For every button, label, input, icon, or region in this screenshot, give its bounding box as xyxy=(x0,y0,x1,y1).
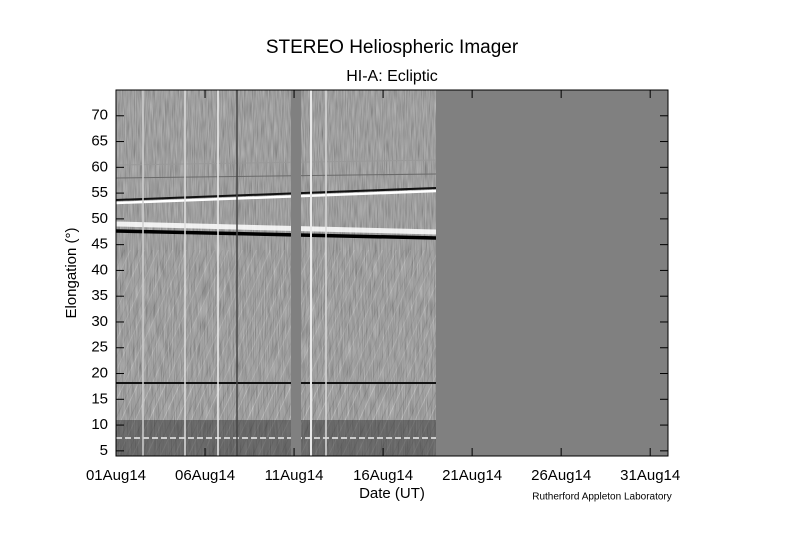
x-tick-label: 21Aug14 xyxy=(442,467,502,484)
x-tick-label: 11Aug14 xyxy=(265,467,324,484)
credit: Rutherford Appleton Laboratory xyxy=(532,492,672,503)
y-tick-label: 40 xyxy=(91,261,108,278)
image-data xyxy=(116,90,436,456)
x-tick-label: 16Aug14 xyxy=(353,467,413,484)
y-tick-label: 70 xyxy=(91,107,108,124)
y-tick-label: 20 xyxy=(91,364,108,381)
y-tick-label: 5 xyxy=(100,442,108,459)
chart-subtitle: HI-A: Ecliptic xyxy=(346,68,438,85)
chart-title: STEREO Heliospheric Imager xyxy=(266,37,519,58)
y-tick-label: 65 xyxy=(91,133,108,150)
plot-frame xyxy=(115,89,669,457)
y-tick-label: 60 xyxy=(91,158,108,175)
x-tick-label: 26Aug14 xyxy=(531,467,591,484)
x-tick-label: 01Aug14 xyxy=(86,467,146,484)
y-tick-label: 15 xyxy=(91,390,108,407)
y-axis-label: Elongation (°) xyxy=(63,227,80,318)
x-tick-label: 31Aug14 xyxy=(620,467,680,484)
y-tick-label: 50 xyxy=(91,210,108,227)
y-tick-label: 55 xyxy=(91,184,108,201)
y-tick-label: 25 xyxy=(91,339,108,356)
y-tick-label: 35 xyxy=(91,287,108,304)
y-tick-label: 30 xyxy=(91,313,108,330)
x-tick-label: 06Aug14 xyxy=(175,467,235,484)
x-axis-label: Date (UT) xyxy=(359,485,425,502)
y-tick-label: 10 xyxy=(91,416,108,433)
y-tick-label: 45 xyxy=(91,236,108,253)
